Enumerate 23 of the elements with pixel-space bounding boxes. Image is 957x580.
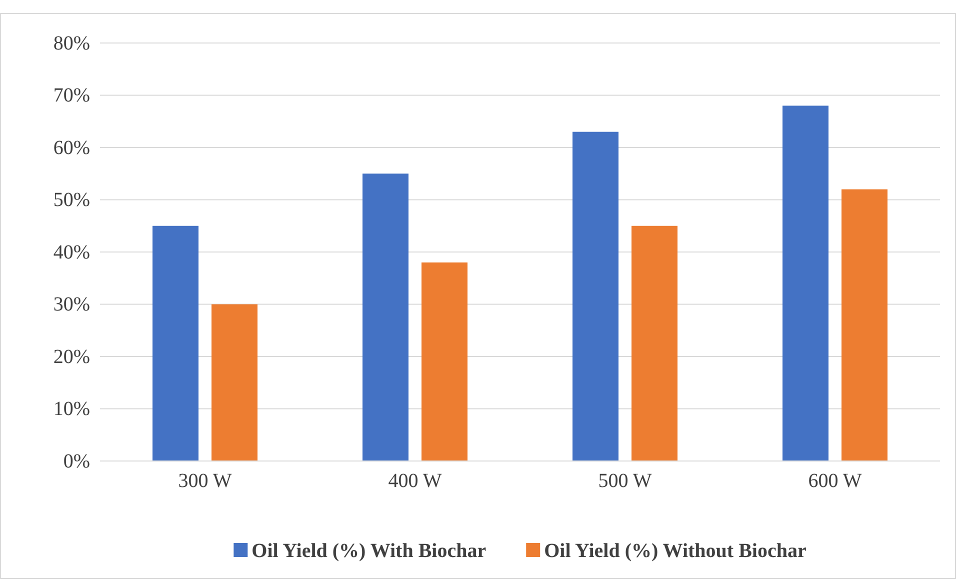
y-tick-label: 30% [53,294,90,316]
bar [212,304,258,461]
x-tick-label: 300 W [178,470,232,492]
legend-label: Oil Yield (%) Without Biochar [544,540,806,562]
x-tick-label: 600 W [808,470,862,492]
x-tick-label: 400 W [388,470,442,492]
bar [632,226,678,461]
legend-label: Oil Yield (%) With Biochar [252,540,486,562]
y-tick-label: 80% [53,32,90,54]
y-tick-label: 20% [53,346,90,368]
x-tick-label: 500 W [598,470,652,492]
y-tick-label: 40% [53,241,90,264]
y-tick-label: 50% [53,189,90,212]
bar [152,226,198,461]
bar [362,174,408,461]
bar [422,262,468,461]
y-tick-label: 0% [63,450,90,472]
y-tick-label: 60% [53,136,90,159]
bar [572,132,618,461]
bar [782,106,828,461]
y-tick-label: 70% [53,84,90,107]
y-tick-label: 10% [53,398,90,420]
bar [842,189,888,461]
